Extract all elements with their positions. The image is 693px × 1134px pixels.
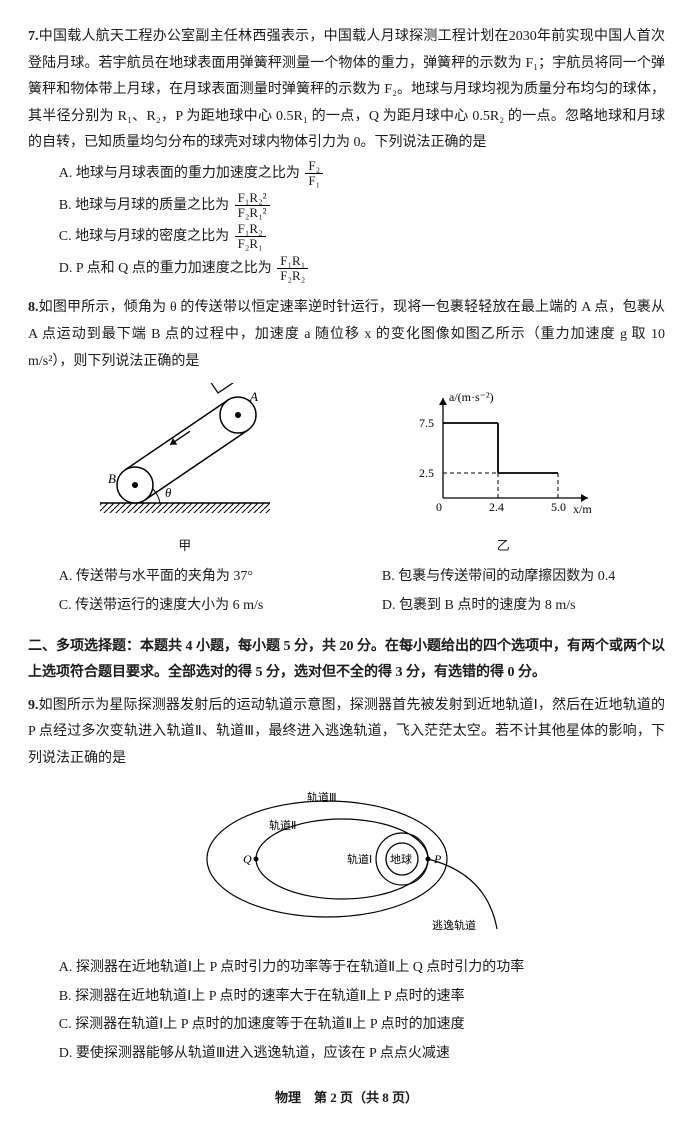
q8-options: A. 传送带与水平面的夹角为 37° B. 包裹与传送带间的动摩擦因数为 0.4… <box>59 564 665 621</box>
page-footer: 物理 第 2 页（共 8 页） <box>28 1086 665 1111</box>
q9-optD: D. 要使探测器能够从轨道Ⅲ进入逃逸轨道，应该在 P 点点火减速 <box>59 1041 665 1068</box>
q7-optD-text: D. P 点和 Q 点的重力加速度之比为 <box>59 261 272 276</box>
fraction: F₁R₂²F₂R₁² <box>235 191 270 221</box>
section-2-header: 二、多项选择题：本题共 4 小题，每小题 5 分，共 20 分。在每小题给出的四… <box>28 634 665 687</box>
q7-stem: 7.中国载人航天工程办公室副主任林西强表示，中国载人月球探测工程计划在2030年… <box>28 24 665 157</box>
q7-stem-text: 中国载人航天工程办公室副主任林西强表示，中国载人月球探测工程计划在2030年前实… <box>28 29 665 150</box>
q9-stem-text: 如图所示为星际探测器发射后的运动轨道示意图，探测器首先被发射到近地轨道Ⅰ，然后在… <box>28 698 665 766</box>
q8-fig1: θ A B 甲 <box>90 383 280 558</box>
q8-number: 8. <box>28 300 39 315</box>
q8-fig2-caption: 乙 <box>403 534 603 559</box>
q9-number: 9. <box>28 698 39 713</box>
escape-label: 逃逸轨道 <box>432 918 476 932</box>
conveyor-diagram-svg: θ A B <box>90 383 280 523</box>
q9-stem: 9.如图所示为星际探测器发射后的运动轨道示意图，探测器首先被发射到近地轨道Ⅰ，然… <box>28 693 665 773</box>
theta-label: θ <box>165 485 172 500</box>
xlabel: x/m <box>573 502 592 516</box>
question-9: 9.如图所示为星际探测器发射后的运动轨道示意图，探测器首先被发射到近地轨道Ⅰ，然… <box>28 693 665 1068</box>
q8-stem-text: 如图甲所示，倾角为 θ 的传送带以恒定速率逆时针运行，现将一包裹轻轻放在最上端的… <box>28 300 665 368</box>
q9-options: A. 探测器在近地轨道Ⅰ上 P 点时引力的功率等于在轨道Ⅱ上 Q 点时引力的功率… <box>59 955 665 1067</box>
fraction: F₂F₁ <box>305 159 323 189</box>
ylabel: a/(m·s⁻²) <box>449 390 494 404</box>
question-8: 8.如图甲所示，倾角为 θ 的传送带以恒定速率逆时针运行，现将一包裹轻轻放在最上… <box>28 295 665 621</box>
q9-figure: 地球 轨道Ⅰ 轨道Ⅱ 轨道Ⅲ 逃逸轨道 P Q <box>28 779 665 950</box>
q7-optC-text: C. 地球与月球的密度之比为 <box>59 229 229 244</box>
acceleration-graph-svg: a/(m·s⁻²) x/m 7.5 2.5 0 2.4 5.0 <box>403 383 603 523</box>
orbit1-label: 轨道Ⅰ <box>347 852 372 866</box>
xtick-2-4: 2.4 <box>489 500 504 514</box>
q9-optC: C. 探测器在轨道Ⅰ上 P 点时的加速度等于在轨道Ⅱ上 P 点时的加速度 <box>59 1012 665 1039</box>
q8-fig2: a/(m·s⁻²) x/m 7.5 2.5 0 2.4 5.0 <box>403 383 603 558</box>
q7-optB: B. 地球与月球的质量之比为 F₁R₂²F₂R₁² <box>59 191 665 221</box>
fraction: F₁R₁F₂R₂ <box>277 254 308 284</box>
P-label: P <box>433 852 442 866</box>
fraction: F₁R₂F₂R₁ <box>235 222 266 252</box>
question-7: 7.中国载人航天工程办公室副主任林西强表示，中国载人月球探测工程计划在2030年… <box>28 24 665 283</box>
q7-options: A. 地球与月球表面的重力加速度之比为 F₂F₁ B. 地球与月球的质量之比为 … <box>59 159 665 283</box>
q8-stem: 8.如图甲所示，倾角为 θ 的传送带以恒定速率逆时针运行，现将一包裹轻轻放在最上… <box>28 295 665 375</box>
q7-optA: A. 地球与月球表面的重力加速度之比为 F₂F₁ <box>59 159 665 189</box>
q8-optD: D. 包裹到 B 点时的速度为 8 m/s <box>382 593 665 620</box>
q8-optC: C. 传送带运行的速度大小为 6 m/s <box>59 593 342 620</box>
xtick-0: 0 <box>436 500 442 514</box>
q7-optC: C. 地球与月球的密度之比为 F₁R₂F₂R₁ <box>59 222 665 252</box>
labelA: A <box>249 389 258 404</box>
q8-optA: A. 传送带与水平面的夹角为 37° <box>59 564 342 591</box>
q8-figures: θ A B 甲 a/(m·s⁻²) x/m 7.5 2.5 0 2.4 <box>28 383 665 558</box>
q7-optD: D. P 点和 Q 点的重力加速度之比为 F₁R₁F₂R₂ <box>59 254 665 284</box>
ytick-7-5: 7.5 <box>419 416 434 430</box>
q9-optA: A. 探测器在近地轨道Ⅰ上 P 点时引力的功率等于在轨道Ⅱ上 Q 点时引力的功率 <box>59 955 665 982</box>
q8-fig1-caption: 甲 <box>90 534 280 559</box>
q7-number: 7. <box>28 29 39 44</box>
q7-optA-text: A. 地球与月球表面的重力加速度之比为 <box>59 166 300 181</box>
q8-optB: B. 包裹与传送带间的动摩擦因数为 0.4 <box>382 564 665 591</box>
orbit-diagram-svg: 地球 轨道Ⅰ 轨道Ⅱ 轨道Ⅲ 逃逸轨道 P Q <box>187 779 507 939</box>
ytick-2-5: 2.5 <box>419 466 434 480</box>
orbit3-label: 轨道Ⅲ <box>307 790 337 804</box>
q9-optB: B. 探测器在近地轨道Ⅰ上 P 点时的速率大于在轨道Ⅱ上 P 点时的速率 <box>59 984 665 1011</box>
orbit2-label: 轨道Ⅱ <box>269 818 296 832</box>
labelB: B <box>108 471 116 486</box>
Q-label: Q <box>243 852 252 866</box>
xtick-5-0: 5.0 <box>551 500 566 514</box>
q7-optB-text: B. 地球与月球的质量之比为 <box>59 198 229 213</box>
earth-label: 地球 <box>390 852 412 866</box>
